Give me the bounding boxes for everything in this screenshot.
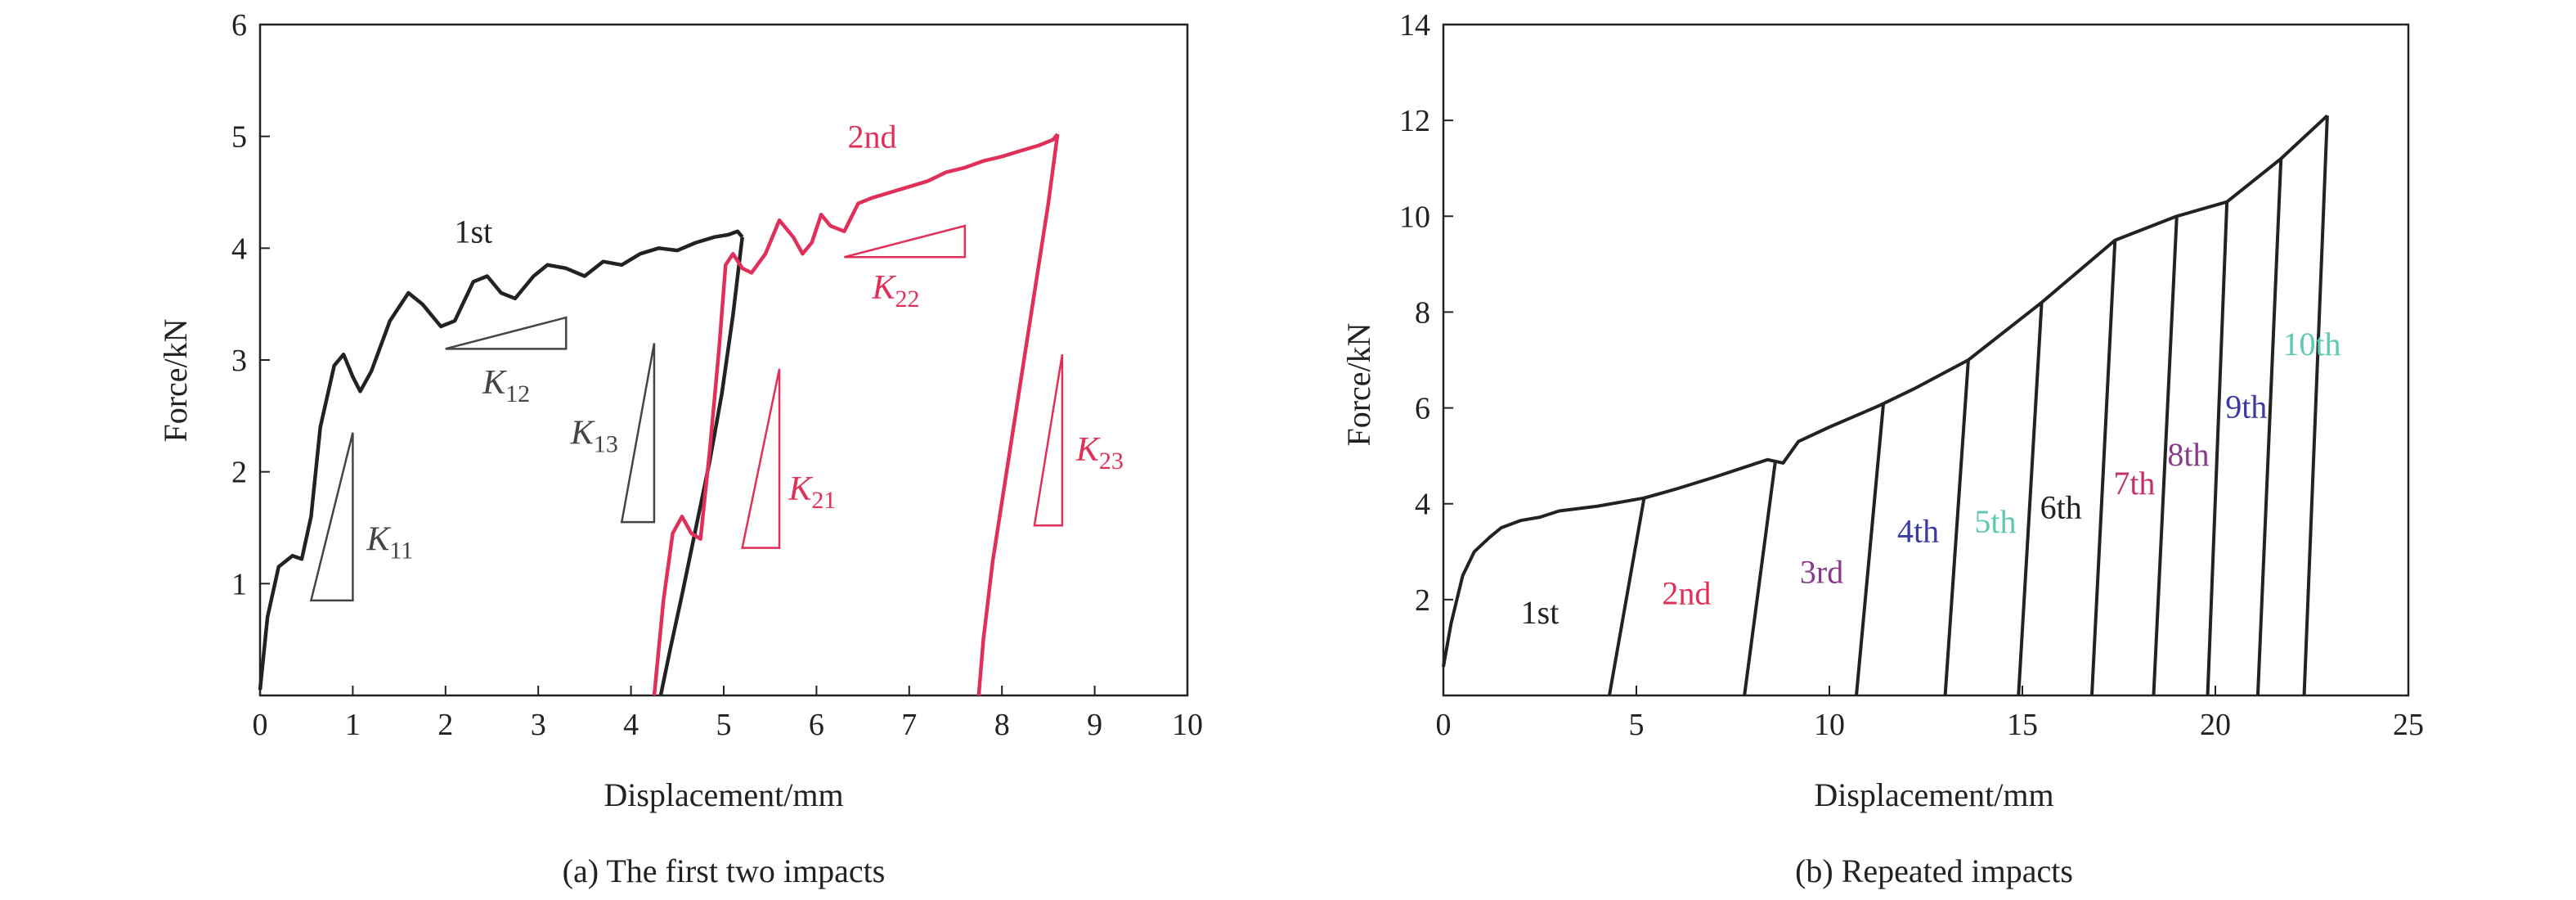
slope-label-K13: K13 [570,415,618,458]
impact-label: 2nd [847,118,896,155]
chart-panel-b: (b) Repeated impacts Displacement/mm For… [1340,8,2424,889]
slope-label-K23: K23 [1075,431,1124,475]
impact-label: 6th [2040,488,2082,525]
y-tick-label-b: 6 [1415,392,1430,426]
impact-unload-line [2302,115,2329,696]
series-line-2nd [652,133,1059,696]
slope-triangle-K21 [741,368,781,549]
loading-envelope-line [1442,114,2329,668]
impact-label: 8th [2167,436,2209,473]
x-tick-label-b: 10 [1814,708,1845,742]
y-tick-label-a: 1 [231,567,247,601]
y-axis-label-a: Force/kN [157,318,194,442]
impact-label: 5th [1974,503,2016,540]
impact-unload-line [1743,461,1777,696]
y-tick-label-b: 14 [1399,8,1430,43]
x-tick-label-a: 7 [901,708,917,742]
x-tick-label-a: 1 [345,708,361,742]
impact-label: 4th [1897,513,1939,550]
slope-triangle-K13 [620,343,656,524]
slope-triangle-K12 [445,316,568,350]
x-tick-label-b: 15 [2007,708,2038,742]
impact-unload-line [2017,302,2044,696]
series-line-1st [258,229,744,691]
y-tick-label-b: 8 [1415,295,1430,330]
impact-label: 1st [1521,594,1560,631]
slope-label-K11: K11 [366,520,413,564]
series-line-2nd-unload [976,133,1060,696]
impact-label: 2nd [1662,575,1711,612]
impact-unload-line [1943,359,1970,696]
impact-unload-line [2152,216,2179,696]
y-tick-label-b: 2 [1415,583,1430,618]
y-tick-label-a: 5 [231,120,247,155]
impact-unload-line [1607,497,1646,696]
impact-unload-line [2089,240,2117,696]
y-tick-label-b: 12 [1399,104,1430,138]
y-tick-label-a: 3 [231,344,247,378]
x-tick-label-b: 0 [1436,708,1452,742]
x-tick-label-b: 5 [1629,708,1645,742]
impact-unload-line [1855,403,1886,696]
y-tick-label-b: 4 [1415,488,1430,522]
x-tick-label-b: 20 [2200,708,2231,742]
slope-label-K22: K22 [871,269,919,313]
impact-label: 3rd [1800,553,1843,590]
caption-a: (a) The first two impacts [563,853,886,889]
slope-triangle-K11 [309,432,354,602]
x-tick-label-a: 0 [253,708,268,742]
x-tick-label-a: 6 [809,708,824,742]
x-tick-label-a: 5 [716,708,732,742]
impact-label: 10th [2282,326,2340,362]
impact-label: 9th [2225,388,2267,425]
slope-triangle-K23 [1033,353,1064,527]
impact-unload-line [2255,158,2283,696]
series-line-1st-unload [658,236,744,696]
slope-label-K12: K12 [482,364,530,407]
x-tick-label-a: 9 [1087,708,1102,742]
x-tick-label-a: 10 [1172,708,1203,742]
plot-frame-a [258,23,1189,697]
slope-label-K21: K21 [788,470,836,514]
impact-unload-line [2206,201,2229,696]
y-tick-label-b: 10 [1399,200,1430,234]
chart-panel-a: (a) The first two impacts Displacement/m… [157,8,1203,889]
x-tick-label-a: 3 [531,708,546,742]
y-tick-label-a: 4 [231,232,247,266]
x-tick-label-b: 25 [2393,708,2424,742]
x-axis-label-b: Displacement/mm [1814,776,2053,813]
x-tick-label-a: 8 [994,708,1010,742]
slope-triangle-K22 [844,224,967,259]
impact-label: 1st [454,214,492,250]
caption-b: (b) Repeated impacts [1795,853,2073,889]
plot-frame-b [1442,23,2410,697]
y-axis-label-b: Force/kN [1340,322,1377,446]
x-axis-label-a: Displacement/mm [604,776,843,813]
y-tick-label-a: 6 [231,8,247,43]
x-tick-label-a: 4 [623,708,639,742]
y-tick-label-a: 2 [231,456,247,490]
x-tick-label-a: 2 [438,708,453,742]
impact-label: 7th [2113,465,2155,502]
